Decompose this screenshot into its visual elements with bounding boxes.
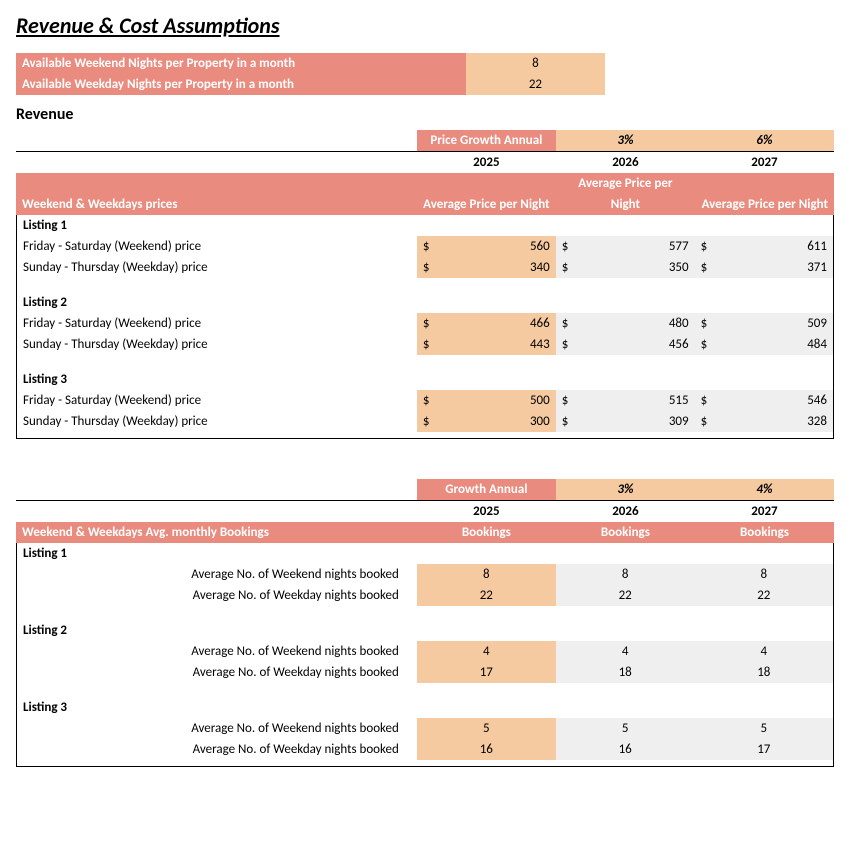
bookings-table: Growth Annual 3% 4% 2025 2026 2027 Weeke… <box>16 479 834 543</box>
bookings-l2-weekend-y3: 4 <box>695 641 834 662</box>
bookings-l1-weekday-y1[interactable]: 22 <box>417 585 556 606</box>
bookings-section-header: Weekend & Weekdays Avg. monthly Bookings <box>16 522 417 543</box>
price-col-y2b: Night <box>556 194 695 215</box>
bookings-l2-weekday-y1[interactable]: 17 <box>417 662 556 683</box>
price-l3-weekend-y1[interactable]: 500 <box>417 390 556 411</box>
price-l3-weekend-y2: 515 <box>556 390 695 411</box>
bookings-l1-weekend-y3: 8 <box>695 564 834 585</box>
bookings-col-y2: Bookings <box>556 522 695 543</box>
bookings-l1-weekend-y2: 8 <box>556 564 695 585</box>
price-l3-weekday-y2: 309 <box>556 411 695 432</box>
price-l2-weekend-y2: 480 <box>556 313 695 334</box>
price-year-2: 2026 <box>556 152 695 174</box>
price-l3-name: Listing 3 <box>17 369 417 390</box>
price-l1-weekday-y3: 371 <box>695 257 834 278</box>
bookings-year-3: 2027 <box>695 501 834 523</box>
price-l3-weekday-y3: 328 <box>695 411 834 432</box>
assumption-weekday-value: 22 <box>466 74 605 95</box>
assumptions-table: Available Weekend Nights per Property in… <box>16 53 834 95</box>
price-year-3: 2027 <box>695 152 834 174</box>
price-year-1: 2025 <box>417 152 556 174</box>
assumption-weekday-label: Available Weekday Nights per Property in… <box>16 74 466 95</box>
bookings-l2-weekday-y3: 18 <box>695 662 834 683</box>
bookings-l3-weekday-y1[interactable]: 16 <box>417 739 556 760</box>
bookings-year-2: 2026 <box>556 501 695 523</box>
bookings-l1-name: Listing 1 <box>17 543 417 564</box>
bookings-growth-y2: 3% <box>556 479 695 501</box>
price-col-y3: Average Price per Night <box>695 173 834 215</box>
price-l2-name: Listing 2 <box>17 292 417 313</box>
price-l3-weekend-label: Friday - Saturday (Weekend) price <box>17 390 417 411</box>
bookings-l1-weekday-label: Average No. of Weekday nights booked <box>17 585 417 606</box>
bookings-l2-weekend-label: Average No. of Weekend nights booked <box>17 641 417 662</box>
price-col-y2a: Average Price per <box>556 173 695 194</box>
price-l3-weekend-y3: 546 <box>695 390 834 411</box>
bookings-l2-weekend-y1[interactable]: 4 <box>417 641 556 662</box>
price-l3-weekday-y1[interactable]: 300 <box>417 411 556 432</box>
bookings-table-body: Listing 1 Average No. of Weekend nights … <box>16 543 834 767</box>
bookings-l2-weekend-y2: 4 <box>556 641 695 662</box>
bookings-l3-name: Listing 3 <box>17 697 417 718</box>
price-l2-weekday-y3: 484 <box>695 334 834 355</box>
price-l2-weekend-y3: 509 <box>695 313 834 334</box>
price-l1-weekend-y1[interactable]: 560 <box>417 236 556 257</box>
bookings-l2-weekday-label: Average No. of Weekday nights booked <box>17 662 417 683</box>
bookings-growth-y3: 4% <box>695 479 834 501</box>
price-table-body: Listing 1 Friday - Saturday (Weekend) pr… <box>16 215 834 439</box>
price-l1-weekday-y2: 350 <box>556 257 695 278</box>
assumption-weekend-label: Available Weekend Nights per Property in… <box>16 53 466 74</box>
price-l2-weekday-y2: 456 <box>556 334 695 355</box>
bookings-col-y1: Bookings <box>417 522 556 543</box>
price-l2-weekend-label: Friday - Saturday (Weekend) price <box>17 313 417 334</box>
price-l2-weekend-y1[interactable]: 466 <box>417 313 556 334</box>
price-l1-weekend-label: Friday - Saturday (Weekend) price <box>17 236 417 257</box>
bookings-l1-weekday-y3: 22 <box>695 585 834 606</box>
price-l1-weekday-label: Sunday - Thursday (Weekday) price <box>17 257 417 278</box>
price-l1-weekend-y2: 577 <box>556 236 695 257</box>
price-section-header: Weekend & Weekdays prices <box>16 173 417 215</box>
revenue-heading: Revenue <box>16 105 834 124</box>
price-l1-weekday-y1[interactable]: 340 <box>417 257 556 278</box>
bookings-l1-weekday-y2: 22 <box>556 585 695 606</box>
bookings-l3-weekend-y1[interactable]: 5 <box>417 718 556 739</box>
bookings-l3-weekday-y3: 17 <box>695 739 834 760</box>
bookings-l3-weekend-label: Average No. of Weekend nights booked <box>17 718 417 739</box>
bookings-growth-label: Growth Annual <box>417 479 556 501</box>
price-table: Price Growth Annual 3% 6% 2025 2026 2027… <box>16 130 834 215</box>
bookings-l3-weekday-y2: 16 <box>556 739 695 760</box>
bookings-l3-weekend-y3: 5 <box>695 718 834 739</box>
bookings-l3-weekend-y2: 5 <box>556 718 695 739</box>
price-growth-y3: 6% <box>695 130 834 152</box>
price-growth-label: Price Growth Annual <box>417 130 556 152</box>
bookings-l2-weekday-y2: 18 <box>556 662 695 683</box>
assumption-weekend-value: 8 <box>466 53 605 74</box>
price-l1-weekend-y3: 611 <box>695 236 834 257</box>
price-l3-weekday-label: Sunday - Thursday (Weekday) price <box>17 411 417 432</box>
bookings-l1-weekend-label: Average No. of Weekend nights booked <box>17 564 417 585</box>
price-l2-weekday-label: Sunday - Thursday (Weekday) price <box>17 334 417 355</box>
bookings-col-y3: Bookings <box>695 522 834 543</box>
price-l2-weekday-y1[interactable]: 443 <box>417 334 556 355</box>
bookings-year-1: 2025 <box>417 501 556 523</box>
page-title: Revenue & Cost Assumptions <box>16 12 834 39</box>
bookings-l1-weekend-y1[interactable]: 8 <box>417 564 556 585</box>
bookings-l3-weekday-label: Average No. of Weekday nights booked <box>17 739 417 760</box>
price-col-y1: Average Price per Night <box>417 173 556 215</box>
bookings-l2-name: Listing 2 <box>17 620 417 641</box>
price-growth-y2: 3% <box>556 130 695 152</box>
price-l1-name: Listing 1 <box>17 215 417 236</box>
